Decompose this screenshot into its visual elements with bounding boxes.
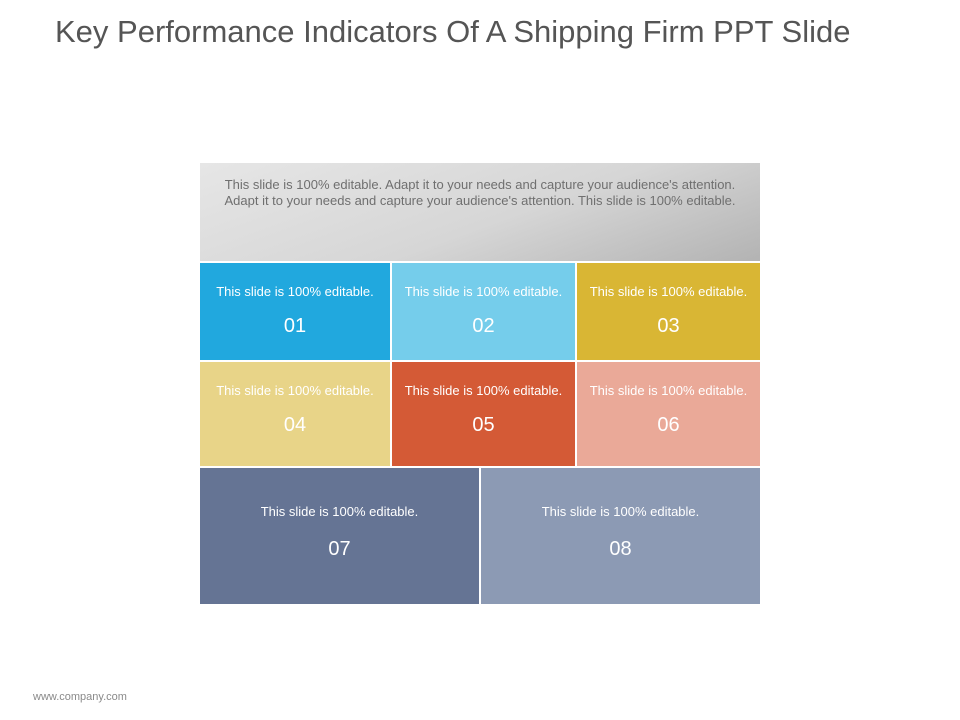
kpi-tile-07-number: 07 (328, 538, 351, 560)
footer-website: www.company.com (33, 691, 127, 703)
kpi-tile-06: This slide is 100% editable. 06 (577, 362, 760, 466)
kpi-tile-05: This slide is 100% editable. 05 (392, 362, 575, 466)
kpi-tile-02: This slide is 100% editable. 02 (392, 263, 575, 360)
kpi-tile-06-number: 06 (657, 414, 680, 436)
kpi-tile-08: This slide is 100% editable. 08 (481, 468, 760, 604)
kpi-tile-03: This slide is 100% editable. 03 (577, 263, 760, 360)
kpi-tile-05-text: This slide is 100% editable. (404, 383, 563, 398)
kpi-tile-01-number: 01 (283, 315, 307, 337)
kpi-tile-04-number: 04 (283, 414, 307, 436)
kpi-tile-06-text: This slide is 100% editable. (589, 383, 748, 398)
kpi-tile-07: This slide is 100% editable. 07 (200, 468, 479, 604)
kpi-tile-08-number: 08 (609, 538, 632, 560)
kpi-tile-01: This slide is 100% editable. 01 (200, 263, 390, 360)
slide-title: Key Performance Indicators Of A Shipping… (55, 14, 851, 49)
kpi-tile-08-text: This slide is 100% editable. (541, 504, 700, 519)
kpi-tile-03-text: This slide is 100% editable. (589, 284, 748, 299)
kpi-tile-02-text: This slide is 100% editable. (404, 284, 563, 299)
kpi-tile-04-text: This slide is 100% editable. (216, 383, 374, 398)
kpi-tile-03-number: 03 (657, 315, 680, 337)
kpi-tile-02-number: 02 (472, 315, 495, 337)
kpi-tile-05-number: 05 (472, 414, 495, 436)
kpi-tile-04: This slide is 100% editable. 04 (200, 362, 390, 466)
kpi-tile-07-text: This slide is 100% editable. (260, 504, 419, 519)
kpi-tile-01-text: This slide is 100% editable. (216, 284, 374, 299)
header-text-box: This slide is 100% editable. Adapt it to… (200, 163, 760, 261)
